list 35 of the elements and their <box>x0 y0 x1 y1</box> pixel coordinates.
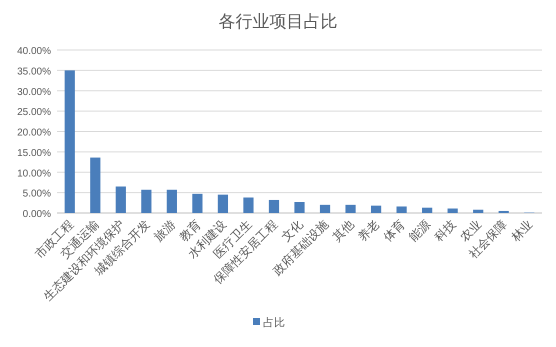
bar <box>294 202 305 213</box>
y-tick-label: 30.00% <box>17 86 52 98</box>
bar <box>141 190 152 213</box>
bar <box>345 204 356 213</box>
bar <box>396 206 407 213</box>
x-tick-label: 旅游 <box>151 217 178 244</box>
bar <box>116 186 126 213</box>
bar <box>192 194 202 213</box>
bar <box>320 204 330 213</box>
legend-label: 占比 <box>263 316 285 329</box>
y-tick-label: 0.00% <box>22 209 52 220</box>
chart-title: 各行业项目占比 <box>218 12 338 31</box>
bar <box>90 158 100 213</box>
x-tick-label: 林业 <box>508 217 536 245</box>
bar <box>166 190 177 213</box>
bar <box>370 206 382 213</box>
bar <box>243 198 254 213</box>
x-tick-label: 其他 <box>330 217 357 244</box>
x-tick-label: 体育 <box>380 217 408 244</box>
bar <box>448 208 458 213</box>
x-tick-label: 养老 <box>355 217 382 244</box>
bar <box>473 210 484 213</box>
y-tick-label: 5.00% <box>22 188 52 200</box>
bar <box>268 200 280 213</box>
y-tick-label: 40.00% <box>17 46 52 57</box>
y-tick-label: 15.00% <box>17 148 52 159</box>
bar <box>218 194 228 213</box>
y-tick-label: 25.00% <box>17 107 52 118</box>
y-tick-label: 20.00% <box>17 128 52 138</box>
x-tick-label: 科技 <box>432 217 459 244</box>
y-tick-label: 10.00% <box>17 168 52 180</box>
x-tick-label: 能源 <box>406 217 434 244</box>
bar <box>64 70 75 213</box>
bar <box>422 208 432 213</box>
y-tick-label: 35.00% <box>17 66 52 78</box>
